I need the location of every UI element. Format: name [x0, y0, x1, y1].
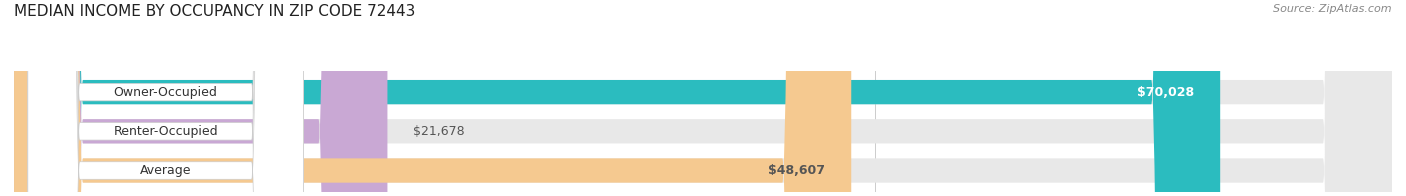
FancyBboxPatch shape	[14, 0, 388, 196]
Text: Source: ZipAtlas.com: Source: ZipAtlas.com	[1274, 4, 1392, 14]
Text: $48,607: $48,607	[769, 164, 825, 177]
FancyBboxPatch shape	[14, 0, 851, 196]
Text: Average: Average	[139, 164, 191, 177]
Text: $21,678: $21,678	[413, 125, 465, 138]
FancyBboxPatch shape	[28, 0, 304, 196]
Text: Owner-Occupied: Owner-Occupied	[114, 86, 218, 99]
FancyBboxPatch shape	[14, 0, 1220, 196]
FancyBboxPatch shape	[14, 0, 1392, 196]
Text: Renter-Occupied: Renter-Occupied	[114, 125, 218, 138]
FancyBboxPatch shape	[28, 0, 304, 196]
Text: $70,028: $70,028	[1137, 86, 1194, 99]
FancyBboxPatch shape	[14, 0, 1392, 196]
FancyBboxPatch shape	[14, 0, 1392, 196]
FancyBboxPatch shape	[28, 0, 304, 196]
Text: MEDIAN INCOME BY OCCUPANCY IN ZIP CODE 72443: MEDIAN INCOME BY OCCUPANCY IN ZIP CODE 7…	[14, 4, 415, 19]
